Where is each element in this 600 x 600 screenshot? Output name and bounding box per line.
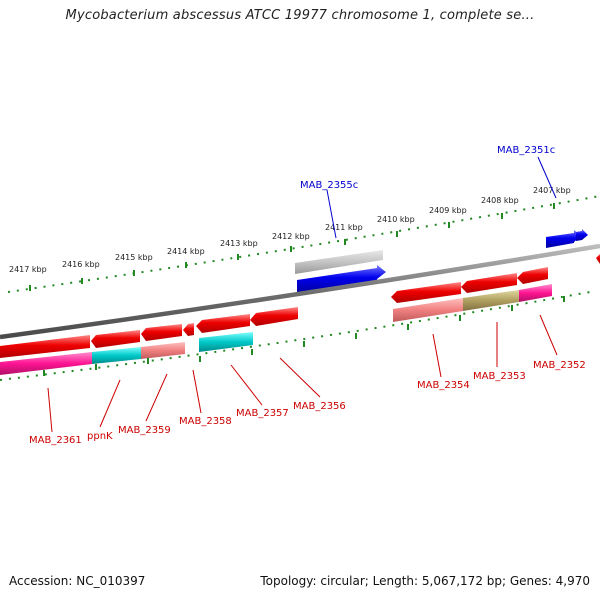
tick-label: 2411 kbp <box>325 223 363 232</box>
genome-info-text: Topology: circular; Length: 5,067,172 bp… <box>260 574 590 588</box>
gene-label-MAB_2356: MAB_2356 <box>293 401 346 412</box>
gene-ppnK-cog <box>92 347 141 364</box>
chromosome-backbone <box>0 243 600 340</box>
kbp-tick-labels: 2417 kbp 2416 kbp 2415 kbp 2414 kbp 2413… <box>9 186 571 274</box>
gene-MAB_2350c <box>576 229 588 241</box>
gene-MAB_2357-cog <box>199 332 253 352</box>
leader-line <box>230 364 263 406</box>
forward-gene-labels[interactable]: MAB_2355c MAB_2351c <box>300 145 557 239</box>
accession-text: Accession: NC_010397 <box>9 574 146 588</box>
gene-label-MAB_2361: MAB_2361 <box>29 435 82 446</box>
gene-MAB_2361-cog <box>0 352 92 375</box>
gene-MAB_2353 <box>461 273 517 293</box>
leader-line <box>326 189 337 239</box>
gene-label-MAB_2358: MAB_2358 <box>179 416 232 427</box>
gene-MAB_2359 <box>141 324 182 341</box>
gene-MAB_2353-cog <box>463 290 519 311</box>
gene-MAB_2351c <box>546 230 581 248</box>
tick-label: 2412 kbp <box>272 232 310 241</box>
gene-label-MAB_2354: MAB_2354 <box>417 380 470 391</box>
tick-label: 2416 kbp <box>62 260 100 269</box>
leader-line <box>47 387 53 433</box>
gene-label-MAB_2353: MAB_2353 <box>473 371 526 382</box>
gene-label-MAB_2352: MAB_2352 <box>533 360 586 371</box>
kbp-tick-marks <box>29 203 555 291</box>
gene-ppnK <box>91 330 140 348</box>
tick-label: 2410 kbp <box>377 215 415 224</box>
tick-label: 2409 kbp <box>429 206 467 215</box>
inner-tick-marks <box>43 296 565 376</box>
inner-scale-track <box>0 291 591 381</box>
gene-label-MAB_2359: MAB_2359 <box>118 425 171 436</box>
leader-line <box>145 373 168 422</box>
gene-MAB_2356 <box>250 307 298 326</box>
map-title: Mycobacterium abscessus ATCC 19977 chrom… <box>65 8 535 23</box>
gene-MAB_2352-cog <box>519 284 552 302</box>
leader-line <box>539 314 558 356</box>
forward-strand-genes[interactable] <box>295 229 588 293</box>
gene-MAB_2349 <box>596 252 600 264</box>
gene-label-MAB_2357: MAB_2357 <box>236 408 289 419</box>
tick-label: 2407 kbp <box>533 186 571 195</box>
reverse-gene-labels[interactable]: MAB_2361 ppnK MAB_2359 MAB_2358 MAB_2357… <box>29 314 586 446</box>
gene-MAB_2358 <box>183 323 194 336</box>
gene-label-ppnK: ppnK <box>87 431 113 442</box>
gene-MAB_2355c <box>297 265 386 293</box>
gene-MAB_2359-cog <box>141 342 185 359</box>
tick-label: 2408 kbp <box>481 196 519 205</box>
reverse-strand-genes[interactable] <box>0 252 600 375</box>
gene-MAB_2357 <box>196 314 250 333</box>
leader-line <box>537 156 557 199</box>
gene-label-MAB_2351c: MAB_2351c <box>497 145 555 156</box>
gene-MAB_2361 <box>0 335 90 358</box>
tick-label: 2414 kbp <box>167 247 205 256</box>
leader-line <box>279 357 321 398</box>
tick-label: 2417 kbp <box>9 265 47 274</box>
leader-line <box>99 379 121 428</box>
gene-label-MAB_2355c: MAB_2355c <box>300 180 358 191</box>
gene-MAB_2355c-cog <box>295 250 383 274</box>
tick-label: 2415 kbp <box>115 253 153 262</box>
kbp-scale-track <box>7 195 600 293</box>
gene-MAB_2352 <box>517 267 548 284</box>
leader-line <box>432 333 442 378</box>
tick-label: 2413 kbp <box>220 239 258 248</box>
gene-MAB_2354-cog <box>393 298 463 322</box>
gene-MAB_2354 <box>391 282 461 303</box>
leader-line <box>192 369 202 414</box>
